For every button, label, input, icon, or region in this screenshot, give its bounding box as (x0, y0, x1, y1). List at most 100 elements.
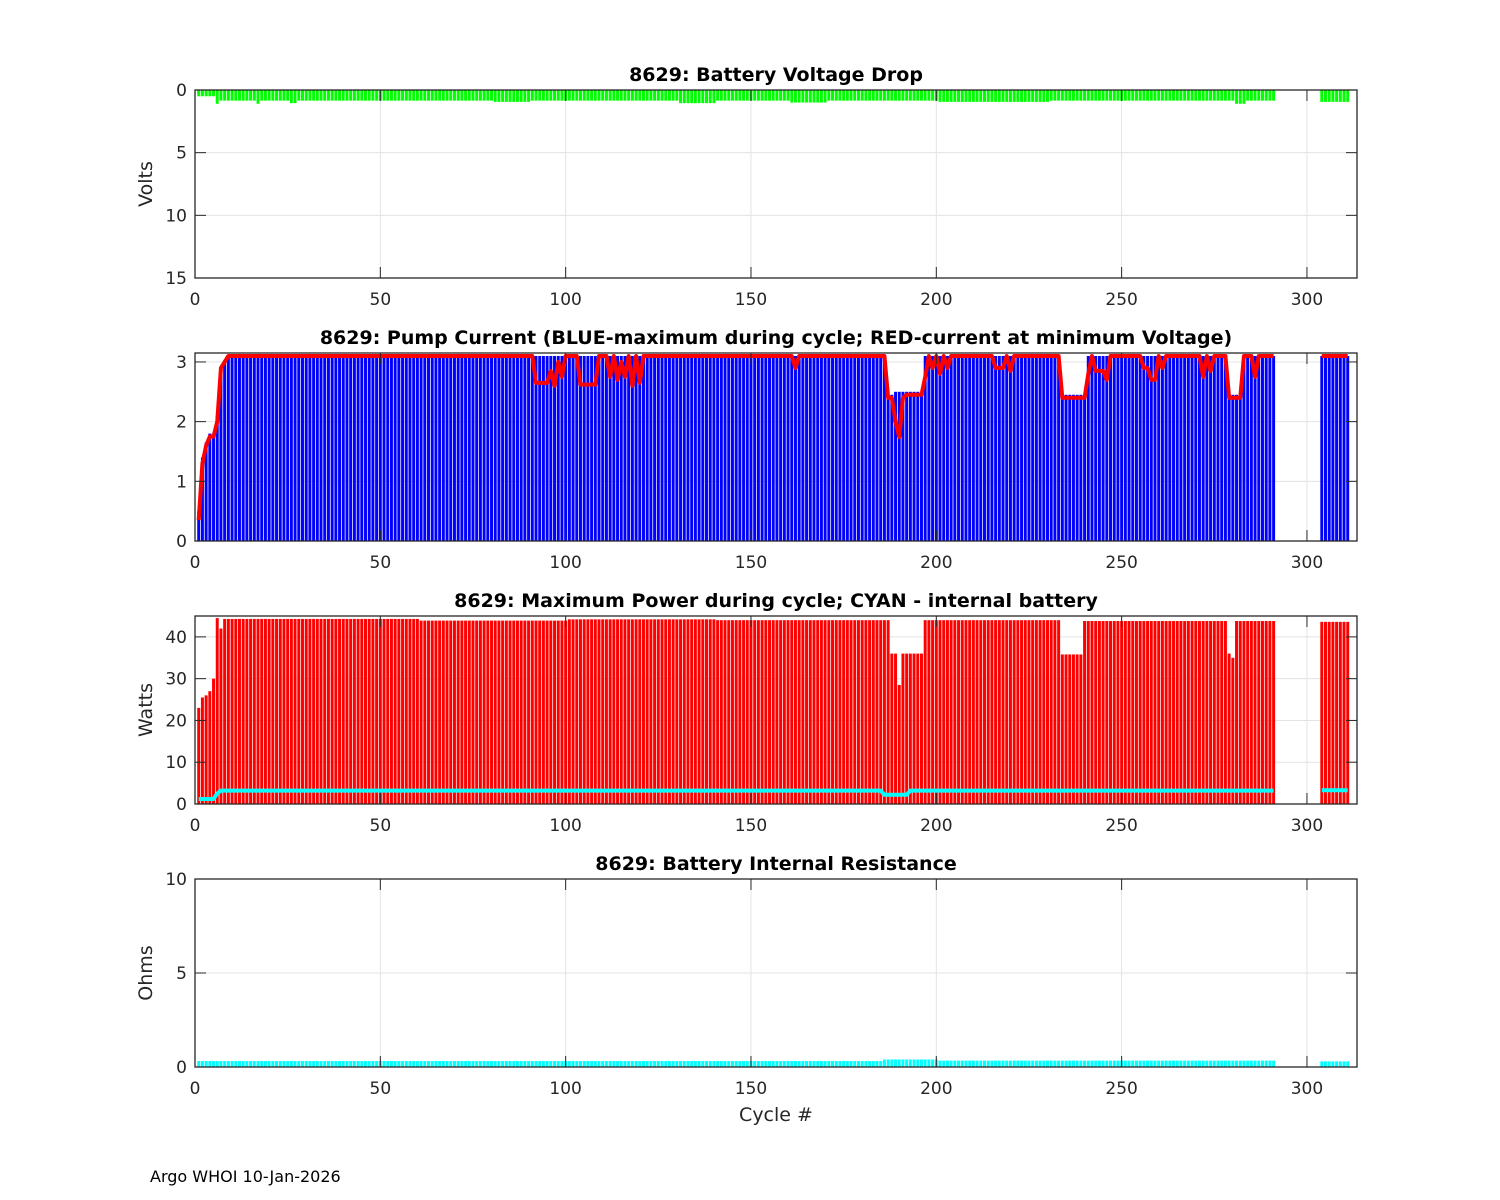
bar-maximum-during-cycle (686, 355, 690, 541)
bar-voltage-drop (571, 90, 575, 101)
bar-maximum-power (1194, 621, 1198, 804)
bar-maximum-during-cycle (1331, 355, 1335, 541)
bar-internal-resistance (204, 1060, 208, 1067)
y-tick-label: 0 (176, 795, 187, 815)
bar-maximum-power (241, 618, 245, 804)
bar-internal-resistance (1090, 1060, 1094, 1067)
bar-maximum-during-cycle (330, 355, 334, 541)
bar-maximum-power (245, 618, 249, 804)
bar-maximum-during-cycle (1112, 355, 1116, 541)
bar-maximum-power (408, 618, 412, 804)
bar-internal-resistance (1138, 1060, 1142, 1067)
bar-internal-resistance (553, 1060, 557, 1067)
bar-maximum-during-cycle (1146, 355, 1150, 541)
bar-internal-resistance (964, 1060, 968, 1067)
bar-maximum-power (356, 618, 360, 804)
bar-voltage-drop (223, 90, 227, 101)
bar-voltage-drop (905, 90, 909, 101)
bar-maximum-power (304, 618, 308, 804)
bar-internal-resistance (1123, 1060, 1127, 1067)
bar-maximum-power (1238, 621, 1242, 804)
bar-maximum-power (1264, 621, 1268, 804)
bar-maximum-during-cycle (601, 355, 605, 541)
bar-internal-resistance (730, 1060, 734, 1067)
bar-maximum-power (1001, 620, 1005, 804)
bar-internal-resistance (578, 1060, 582, 1067)
bar-voltage-drop (412, 90, 416, 101)
bar-internal-resistance (745, 1060, 749, 1067)
bar-voltage-drop (237, 90, 241, 101)
x-tick-label: 250 (1105, 290, 1137, 310)
bar-maximum-power (612, 619, 616, 804)
bar-maximum-power (801, 620, 805, 804)
bar-maximum-power (604, 619, 608, 804)
bar-internal-resistance (1027, 1060, 1031, 1067)
bar-internal-resistance (475, 1060, 479, 1067)
x-tick-label: 0 (190, 290, 201, 310)
bar-maximum-during-cycle (541, 355, 545, 541)
bar-maximum-during-cycle (1109, 355, 1112, 541)
bar-voltage-drop (960, 90, 964, 102)
bar-voltage-drop (983, 90, 986, 102)
bar-maximum-power (452, 620, 456, 804)
bar-voltage-drop (286, 90, 290, 101)
bar-voltage-drop (234, 90, 238, 101)
bar-voltage-drop (738, 90, 742, 101)
x-tick-label: 100 (549, 290, 581, 310)
bar-internal-resistance (1060, 1060, 1064, 1067)
x-tick-label: 0 (190, 1079, 201, 1099)
bar-maximum-power (560, 620, 564, 804)
bar-internal-resistance (597, 1060, 601, 1067)
bar-internal-resistance (864, 1060, 868, 1067)
bar-maximum-power (697, 619, 701, 804)
bar-voltage-drop (975, 90, 979, 102)
bar-maximum-during-cycle (1016, 355, 1020, 541)
bar-maximum-during-cycle (1049, 355, 1053, 541)
bar-maximum-power (334, 618, 338, 804)
bar-maximum-power (856, 620, 860, 804)
bar-maximum-power (1175, 621, 1179, 804)
bar-maximum-power (275, 618, 279, 804)
bar-maximum-during-cycle (200, 457, 204, 541)
bar-maximum-power (960, 620, 964, 804)
bar-maximum-during-cycle (719, 355, 723, 541)
bar-voltage-drop (679, 90, 683, 104)
bar-voltage-drop (1031, 90, 1035, 102)
bar-voltage-drop (1008, 90, 1012, 102)
bar-voltage-drop (1090, 90, 1094, 101)
bar-voltage-drop (1153, 90, 1157, 101)
bar-maximum-during-cycle (979, 355, 983, 541)
bar-maximum-power (349, 618, 353, 804)
bar-maximum-power (782, 620, 786, 804)
bar-maximum-power (1097, 621, 1101, 804)
bar-internal-resistance (808, 1060, 812, 1067)
bar-internal-resistance (1109, 1060, 1112, 1067)
bar-voltage-drop (423, 90, 427, 101)
bar-maximum-during-cycle (1046, 355, 1049, 541)
bar-maximum-during-cycle (923, 355, 927, 541)
bar-voltage-drop (927, 90, 931, 101)
bar-voltage-drop (730, 90, 734, 101)
bar-maximum-power (712, 619, 716, 804)
bar-voltage-drop (771, 90, 775, 101)
bar-maximum-during-cycle (408, 355, 412, 541)
bar-maximum-during-cycle (986, 355, 990, 541)
x-tick-label: 200 (920, 290, 952, 310)
bar-maximum-power (1031, 620, 1035, 804)
bar-voltage-drop (1183, 90, 1187, 101)
bar-internal-resistance (875, 1060, 879, 1067)
bar-maximum-power (775, 620, 779, 804)
bar-maximum-power (823, 620, 827, 804)
bar-voltage-drop (375, 90, 379, 101)
bar-maximum-during-cycle (486, 355, 490, 541)
bar-maximum-during-cycle (853, 355, 857, 541)
bar-maximum-during-cycle (808, 355, 812, 541)
bar-internal-resistance (434, 1060, 438, 1067)
bar-maximum-power (964, 620, 968, 804)
bar-internal-resistance (278, 1060, 282, 1067)
bar-maximum-power (375, 618, 379, 804)
bar-internal-resistance (593, 1060, 597, 1067)
bar-maximum-during-cycle (560, 355, 564, 541)
bar-maximum-during-cycle (1335, 355, 1339, 541)
